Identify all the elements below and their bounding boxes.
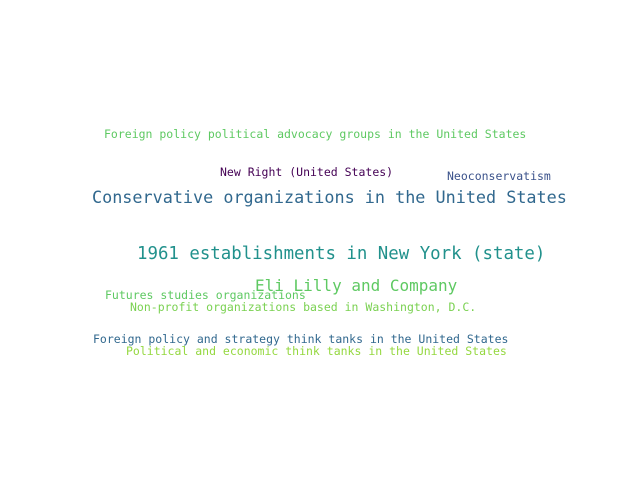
word-new-right: New Right (United States) — [220, 165, 394, 179]
word-1961-establishments: 1961 establishments in New York (state) — [137, 244, 546, 264]
word-neoconservatism: Neoconservatism — [447, 169, 551, 183]
word-political-economic-think-tanks: Political and economic think tanks in th… — [126, 344, 507, 358]
word-futures-studies: Futures studies organizations — [105, 288, 306, 302]
word-eli-lilly: Eli Lilly and Company — [255, 276, 458, 295]
word-non-profit-dc: Non-profit organizations based in Washin… — [130, 300, 477, 314]
word-foreign-policy-think-tanks: Foreign policy and strategy think tanks … — [93, 332, 509, 346]
word-foreign-policy-advocacy-groups: Foreign policy political advocacy groups… — [104, 127, 527, 141]
word-conservative-organizations: Conservative organizations in the United… — [92, 187, 567, 207]
